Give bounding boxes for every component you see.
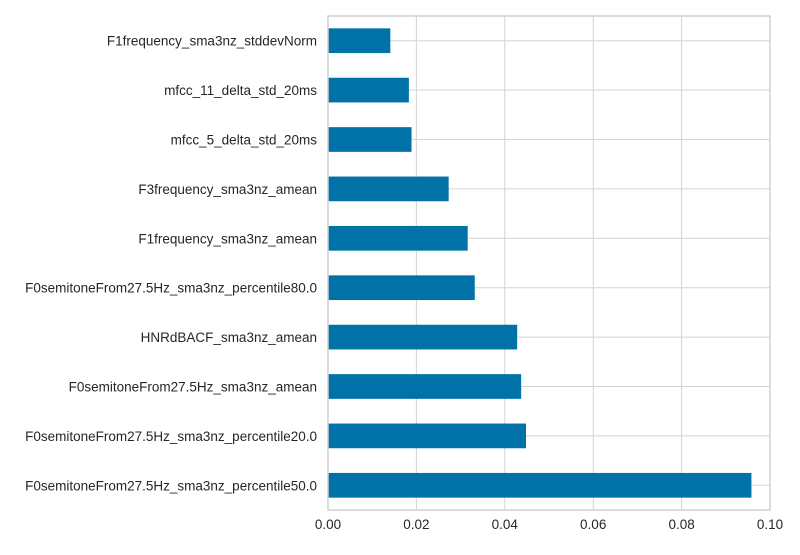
bar: [328, 28, 391, 54]
bar: [328, 324, 518, 350]
bar: [328, 423, 527, 449]
x-tick-labels: 0.00 0.02 0.04 0.06 0.08 0.10: [315, 517, 783, 532]
y-tick-label: F0semitoneFrom27.5Hz_sma3nz_percentile80…: [25, 281, 317, 296]
y-tick-label: HNRdBACF_sma3nz_amean: [141, 330, 317, 345]
y-tick-label: F1frequency_sma3nz_amean: [138, 231, 317, 246]
bar: [328, 275, 475, 301]
bar: [328, 127, 412, 152]
y-tick-label: mfcc_11_delta_std_20ms: [164, 83, 317, 98]
bar: [328, 77, 409, 103]
x-tick-label: 0.00: [315, 517, 341, 532]
y-tick-labels: F1frequency_sma3nz_stddevNorm mfcc_11_del…: [25, 34, 317, 494]
y-tick-label: F0semitoneFrom27.5Hz_sma3nz_percentile50…: [25, 478, 317, 493]
plot-frame: [327, 15, 771, 511]
y-tick-label: F1frequency_sma3nz_stddevNorm: [107, 34, 317, 49]
y-tick-label: F0semitoneFrom27.5Hz_sma3nz_percentile20…: [25, 429, 317, 444]
x-tick-label: 0.08: [668, 517, 694, 532]
y-tick-label: F0semitoneFrom27.5Hz_sma3nz_amean: [69, 380, 317, 395]
y-tick-label: mfcc_5_delta_std_20ms: [171, 133, 318, 148]
x-tick-label: 0.02: [403, 517, 429, 532]
bar: [328, 472, 752, 498]
bar: [328, 176, 449, 202]
x-tick-label: 0.04: [492, 517, 519, 532]
bars: [328, 28, 752, 498]
y-tick-label: F3frequency_sma3nz_amean: [138, 182, 317, 197]
x-tick-label: 0.10: [757, 517, 783, 532]
bar: [328, 225, 468, 251]
x-tick-label: 0.06: [580, 517, 606, 532]
bar: [328, 374, 522, 399]
plot-border: [327, 15, 771, 511]
